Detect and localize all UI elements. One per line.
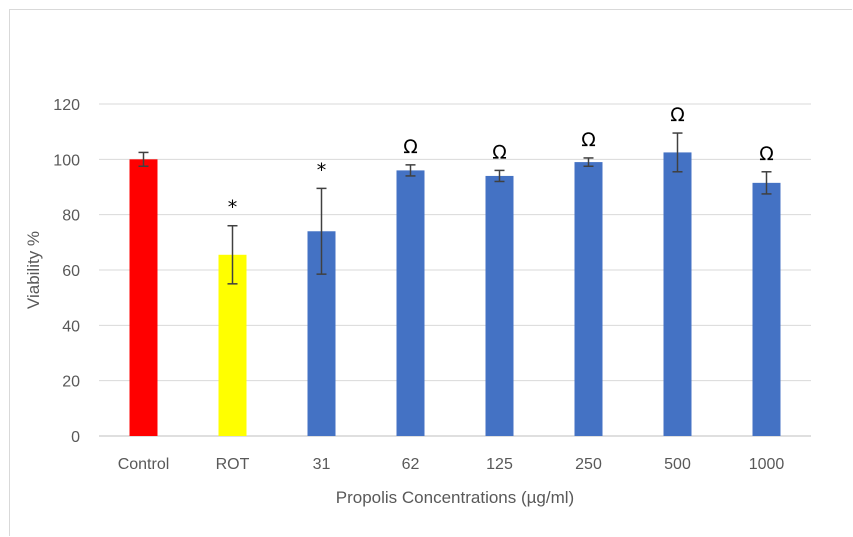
significance-marker-31: * <box>317 159 327 181</box>
y-tick-label-60: 60 <box>62 263 80 280</box>
y-tick-label-120: 120 <box>53 97 80 114</box>
x-tick-label-500: 500 <box>664 456 691 473</box>
error-bar-250 <box>583 157 594 167</box>
bar-1000 <box>752 182 781 436</box>
x-tick-label-250: 250 <box>575 456 602 473</box>
x-axis-tick-labels: Control ROT 31 62 125 250 500 1000 <box>118 456 785 473</box>
bar-125 <box>485 175 514 436</box>
significance-marker-1000: Ω <box>759 143 774 165</box>
significance-marker-500: Ω <box>670 104 685 126</box>
significance-markers: * * Ω Ω Ω Ω Ω <box>228 104 774 219</box>
y-axis-tick-labels: 0 20 40 60 80 100 120 <box>53 97 80 446</box>
bar-Control <box>129 159 158 437</box>
y-tick-label-100: 100 <box>53 152 80 169</box>
y-tick-label-20: 20 <box>62 374 80 391</box>
significance-marker-125: Ω <box>492 141 507 163</box>
gridlines <box>99 103 811 437</box>
y-tick-label-40: 40 <box>62 318 80 335</box>
x-tick-label-1000: 1000 <box>749 456 785 473</box>
bar-250 <box>574 162 603 436</box>
error-bar-62 <box>405 164 416 177</box>
x-tick-label-125: 125 <box>486 456 513 473</box>
y-tick-label-0: 0 <box>71 429 80 446</box>
error-bar-1000 <box>761 171 772 195</box>
x-axis-title: Propolis Concentrations (µg/ml) <box>336 488 574 507</box>
error-bars <box>138 132 772 285</box>
y-axis-title: Viability % <box>24 231 43 309</box>
y-tick-label-80: 80 <box>62 208 80 225</box>
x-tick-label-31: 31 <box>313 456 331 473</box>
chart-frame <box>9 9 852 536</box>
error-bar-125 <box>494 169 505 183</box>
x-tick-label-ROT: ROT <box>216 456 250 473</box>
significance-marker-62: Ω <box>403 136 418 158</box>
error-bar-Control <box>138 151 149 167</box>
error-bar-ROT <box>227 224 238 285</box>
bar-62 <box>396 170 425 436</box>
bar-500 <box>663 152 692 436</box>
bars <box>129 152 781 437</box>
x-tick-label-Control: Control <box>118 456 170 473</box>
significance-marker-ROT: * <box>228 197 238 219</box>
significance-marker-250: Ω <box>581 129 596 151</box>
bar-ROT <box>218 254 247 436</box>
x-tick-label-62: 62 <box>402 456 420 473</box>
error-bar-31 <box>316 187 327 275</box>
error-bar-500 <box>672 132 683 173</box>
